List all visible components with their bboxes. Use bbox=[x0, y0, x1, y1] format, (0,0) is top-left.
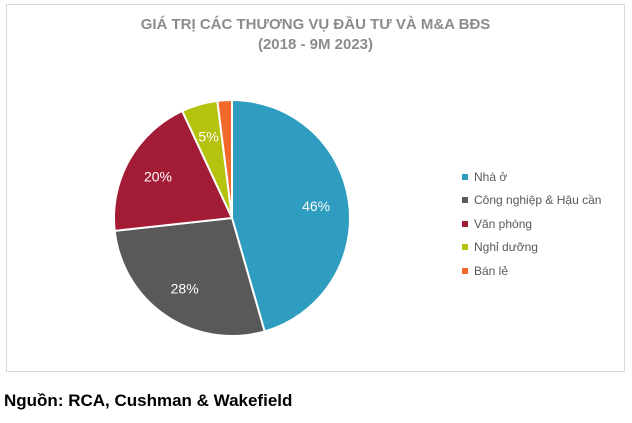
data-label-nghi-duong: 5% bbox=[198, 128, 218, 144]
pie-chart: 46% 28% 20% 5% bbox=[113, 98, 351, 337]
legend-item-nha-o: Nhà ở bbox=[462, 165, 601, 189]
legend-swatch bbox=[462, 220, 468, 227]
pie-slice-ban-le bbox=[216, 98, 233, 219]
legend-label: Công nghiệp & Hậu cần bbox=[474, 193, 602, 208]
pie-slice-nha-o bbox=[231, 98, 351, 333]
legend-label: Bán lẻ bbox=[474, 263, 509, 278]
data-label-cong-nghiep-hau-can: 28% bbox=[171, 281, 199, 297]
legend-item-nghi-duong: Nghỉ dưỡng bbox=[462, 236, 601, 260]
source-note: Nguồn: RCA, Cushman & Wakefield bbox=[4, 391, 293, 410]
legend-swatch bbox=[462, 267, 468, 274]
legend-swatch bbox=[462, 197, 468, 204]
legend-item-cong-nghiep-hau-can: Công nghiệp & Hậu cần bbox=[462, 189, 601, 213]
legend-item-ban-le: Bán lẻ bbox=[462, 259, 601, 283]
chart-legend: Nhà ở Công nghiệp & Hậu cần Văn phòng Nghỉ … bbox=[462, 165, 601, 283]
legend-swatch bbox=[462, 244, 468, 251]
pie-slice-van-phong bbox=[113, 109, 234, 232]
chart-title: GIÁ TRỊ CÁC THƯƠNG VỤ ĐẦU TƯ VÀ M&A BĐS … bbox=[7, 15, 624, 55]
pie-slice-cong-nghiep-hau-can bbox=[113, 216, 266, 337]
chart-title-line: GIÁ TRỊ CÁC THƯƠNG VỤ ĐẦU TƯ VÀ M&A BĐS bbox=[140, 16, 491, 33]
data-label-nha-o: 46% bbox=[302, 198, 330, 214]
legend-item-van-phong: Văn phòng bbox=[462, 212, 601, 236]
chart-frame: GIÁ TRỊ CÁC THƯƠNG VỤ ĐẦU TƯ VÀ M&A BĐS … bbox=[6, 4, 625, 372]
legend-swatch bbox=[462, 173, 468, 180]
legend-label: Văn phòng bbox=[474, 216, 533, 231]
legend-label: Nhà ở bbox=[474, 169, 508, 184]
chart-subtitle: (2018 - 9M 2023) bbox=[257, 36, 374, 53]
data-label-van-phong: 20% bbox=[144, 168, 172, 184]
legend-label: Nghỉ dưỡng bbox=[474, 240, 538, 255]
